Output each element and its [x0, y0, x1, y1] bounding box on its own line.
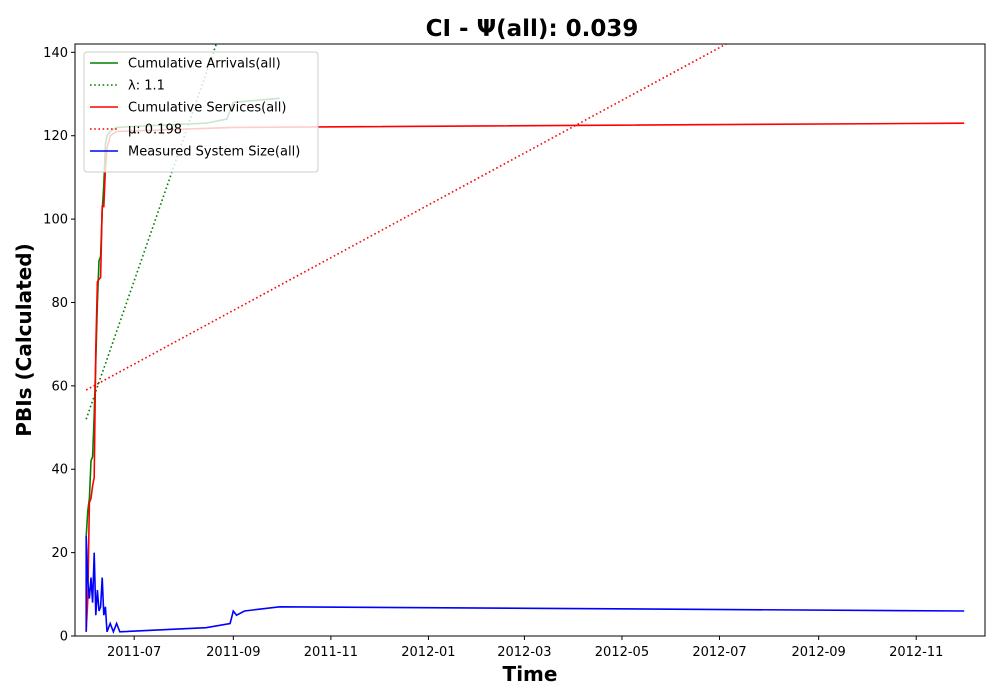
y-tick-label-4: 80: [51, 296, 68, 311]
y-tick-label-0: 0: [60, 630, 68, 645]
legend-label-2: Cumulative Services(all): [128, 101, 286, 116]
x-tick-label-5: 2012-05: [595, 645, 649, 660]
chart-title: CI - Ψ(all): 0.039: [426, 16, 639, 42]
x-tick-label-4: 2012-03: [497, 645, 551, 660]
y-axis-label: PBIs (Calculated): [12, 243, 36, 436]
legend-label-0: Cumulative Arrivals(all): [128, 57, 281, 72]
x-tick-label-8: 2012-11: [889, 645, 943, 660]
x-tick-label-7: 2012-09: [792, 645, 846, 660]
y-tick-label-5: 100: [43, 213, 68, 228]
legend-label-4: Measured System Size(all): [128, 145, 300, 160]
legend: Cumulative Arrivals(all) λ: 1.1 Cumulative…: [84, 52, 318, 172]
y-tick-label-6: 120: [43, 129, 68, 144]
legend-label-1: λ: 1.1: [128, 79, 165, 94]
y-tick-label-3: 60: [51, 379, 68, 394]
y-tick-label-7: 140: [43, 46, 68, 61]
x-tick-label-2: 2011-11: [304, 645, 358, 660]
x-tick-label-1: 2011-09: [206, 645, 260, 660]
y-tick-label-2: 40: [51, 463, 68, 478]
x-tick-label-3: 2012-01: [401, 645, 455, 660]
x-tick-label-6: 2012-07: [692, 645, 746, 660]
y-tick-label-1: 20: [51, 546, 68, 561]
legend-label-3: μ: 0.198: [128, 123, 182, 138]
x-tick-label-0: 2011-07: [107, 645, 161, 660]
x-axis-label: Time: [503, 662, 558, 686]
